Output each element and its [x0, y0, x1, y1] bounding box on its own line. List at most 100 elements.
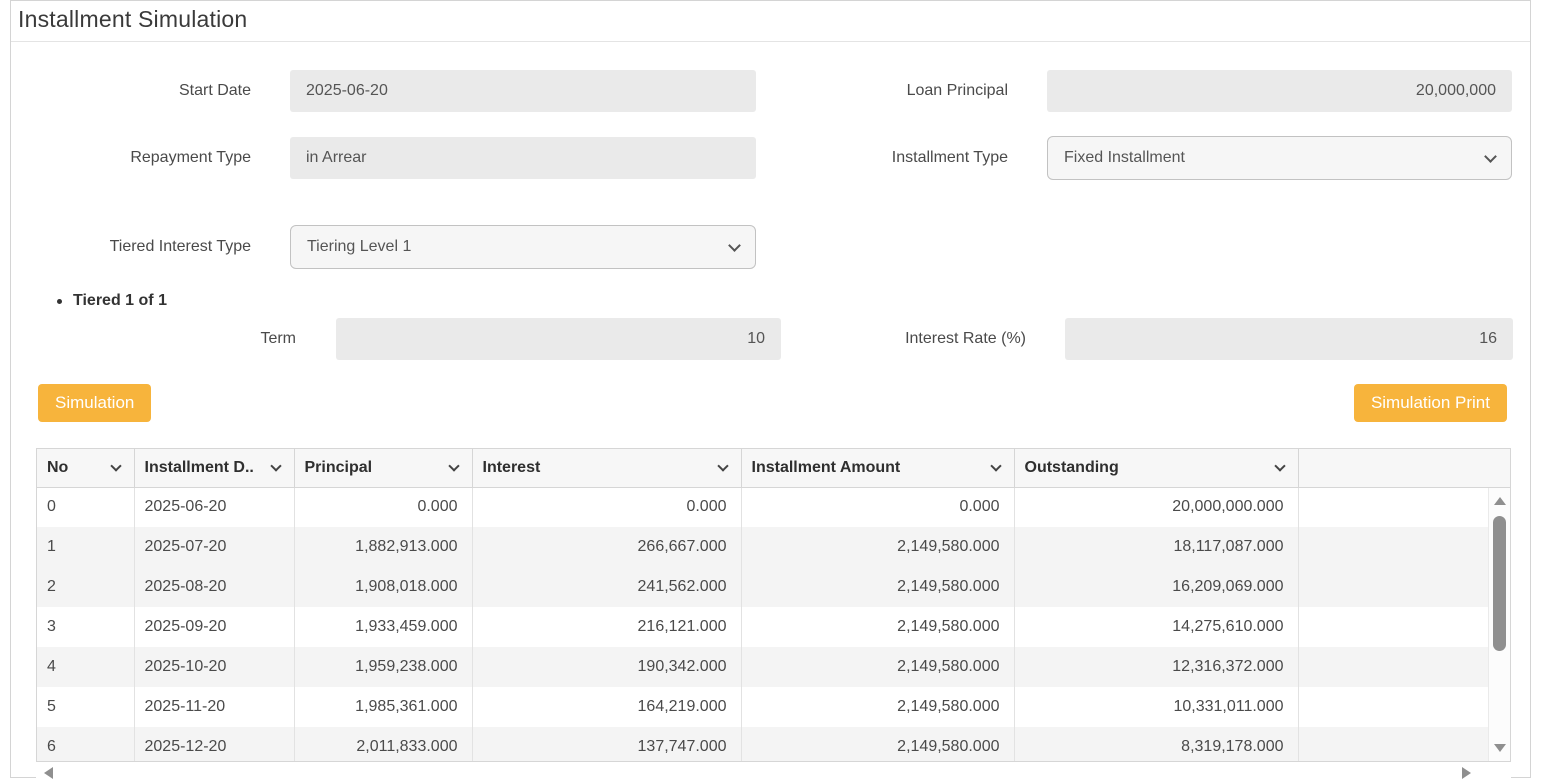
- scroll-right-arrow-icon[interactable]: [1462, 767, 1471, 779]
- cell-outstanding: 12,316,372.000: [1014, 647, 1299, 687]
- cell-installment-amount: 0.000: [741, 487, 1015, 527]
- cell-filler: [1298, 527, 1510, 567]
- installment-simulation-panel: Installment Simulation Start Date Loan P…: [10, 0, 1531, 782]
- start-date-label: Start Date: [178, 82, 251, 99]
- simulation-button[interactable]: Simulation: [38, 384, 152, 422]
- simulation-form: Start Date Loan Principal Repayment Type…: [11, 42, 1530, 360]
- column-header-label: Installment Amount: [751, 458, 901, 476]
- cell-interest: 137,747.000: [472, 727, 742, 761]
- cell-installment-amount: 2,149,580.000: [741, 727, 1015, 761]
- interest-rate-label: Interest Rate (%): [905, 330, 1026, 347]
- cell-no: 1: [37, 527, 135, 567]
- column-header-interest[interactable]: Interest: [472, 449, 742, 488]
- scroll-left-arrow-icon[interactable]: [44, 767, 53, 779]
- tiered-interest-type-label: Tiered Interest Type: [109, 238, 251, 255]
- table-row[interactable]: 1 2025-07-20 1,882,913.000 266,667.000 2,149…: [37, 527, 1510, 567]
- column-header-label: Outstanding: [1024, 458, 1119, 476]
- cell-principal: 2,011,833.000: [294, 727, 473, 761]
- table-row[interactable]: 4 2025-10-20 1,959,238.000 190,342.000 2,149…: [37, 647, 1510, 687]
- bullet-icon: [57, 298, 62, 304]
- cell-installment-d: 2025-10-20: [134, 647, 295, 687]
- interest-rate-input[interactable]: [1065, 318, 1513, 360]
- table-body: 0 2025-06-20 0.000 0.000 0.000 20,000,000.000…: [37, 487, 1510, 761]
- cell-no: 6: [37, 727, 135, 761]
- chevron-down-icon[interactable]: [269, 460, 282, 472]
- cell-installment-d: 2025-09-20: [134, 607, 295, 647]
- simulation-print-button[interactable]: Simulation Print: [1353, 384, 1507, 422]
- cell-outstanding: 18,117,087.000: [1014, 527, 1299, 567]
- table-row[interactable]: 3 2025-09-20 1,933,459.000 216,121.000 2,149…: [37, 607, 1510, 647]
- column-header-label: Installment D..: [144, 458, 254, 476]
- cell-principal: 1,933,459.000: [294, 607, 473, 647]
- column-header-label: Principal: [304, 458, 373, 476]
- vertical-scrollbar[interactable]: [1488, 488, 1510, 761]
- installment-type-label: Installment Type: [891, 149, 1008, 166]
- column-header-installment-d[interactable]: Installment D..: [134, 449, 295, 488]
- cell-interest: 241,562.000: [472, 567, 742, 607]
- form-row-tiered-interest-type: Tiered Interest Type Tiering Level 1: [11, 225, 1530, 269]
- cell-interest: 266,667.000: [472, 527, 742, 567]
- form-row-term: Term Interest Rate (%): [11, 318, 1530, 360]
- cell-installment-d: 2025-08-20: [134, 567, 295, 607]
- chevron-down-icon: [728, 238, 741, 252]
- chevron-down-icon[interactable]: [109, 460, 122, 472]
- table-header-row: No Installment D.. Principal Interest Instal…: [37, 449, 1510, 488]
- table-row[interactable]: 0 2025-06-20 0.000 0.000 0.000 20,000,000.000: [37, 487, 1510, 527]
- cell-principal: 1,959,238.000: [294, 647, 473, 687]
- cell-installment-amount: 2,149,580.000: [741, 647, 1015, 687]
- tiered-interest-type-select[interactable]: Tiering Level 1: [290, 225, 756, 269]
- table-row[interactable]: 2 2025-08-20 1,908,018.000 241,562.000 2,149…: [37, 567, 1510, 607]
- cell-interest: 190,342.000: [472, 647, 742, 687]
- cell-filler: [1298, 647, 1510, 687]
- vertical-scrollbar-thumb[interactable]: [1493, 516, 1506, 651]
- term-input[interactable]: [336, 318, 781, 360]
- page-title: Installment Simulation: [18, 6, 248, 32]
- loan-principal-label: Loan Principal: [906, 82, 1008, 99]
- chevron-down-icon[interactable]: [989, 460, 1002, 472]
- cell-filler: [1298, 687, 1510, 727]
- cell-installment-amount: 2,149,580.000: [741, 567, 1015, 607]
- page-header: Installment Simulation: [11, 1, 1530, 42]
- simulation-table-container: No Installment D.. Principal Interest Instal…: [36, 448, 1511, 762]
- cell-no: 3: [37, 607, 135, 647]
- cell-installment-d: 2025-11-20: [134, 687, 295, 727]
- chevron-down-icon[interactable]: [1273, 460, 1286, 472]
- cell-outstanding: 8,319,178.000: [1014, 727, 1299, 761]
- cell-no: 0: [37, 487, 135, 527]
- cell-installment-d: 2025-06-20: [134, 487, 295, 527]
- tiered-interest-type-selected-value: Tiering Level 1: [307, 238, 412, 255]
- repayment-type-input[interactable]: [290, 137, 756, 179]
- column-header-label: No: [47, 458, 69, 476]
- horizontal-scrollbar[interactable]: [36, 766, 1511, 782]
- start-date-input[interactable]: [290, 70, 756, 112]
- column-header-outstanding[interactable]: Outstanding: [1014, 449, 1299, 488]
- cell-principal: 0.000: [294, 487, 473, 527]
- column-header-no[interactable]: No: [37, 449, 135, 488]
- cell-installment-d: 2025-12-20: [134, 727, 295, 761]
- cell-installment-d: 2025-07-20: [134, 527, 295, 567]
- cell-no: 4: [37, 647, 135, 687]
- form-row-start-date: Start Date Loan Principal: [11, 70, 1530, 112]
- cell-principal: 1,908,018.000: [294, 567, 473, 607]
- installment-type-selected-value: Fixed Installment: [1064, 149, 1185, 166]
- installment-type-select[interactable]: Fixed Installment: [1047, 136, 1512, 180]
- cell-principal: 1,882,913.000: [294, 527, 473, 567]
- column-header-label: Interest: [482, 458, 541, 476]
- cell-interest: 0.000: [472, 487, 742, 527]
- cell-interest: 164,219.000: [472, 687, 742, 727]
- chevron-down-icon[interactable]: [716, 460, 729, 472]
- repayment-type-label: Repayment Type: [130, 149, 251, 166]
- table-row[interactable]: 5 2025-11-20 1,985,361.000 164,219.000 2,149…: [37, 687, 1510, 727]
- cell-filler: [1298, 567, 1510, 607]
- table-row[interactable]: 6 2025-12-20 2,011,833.000 137,747.000 2,149…: [37, 727, 1510, 761]
- installment-schedule-table: No Installment D.. Principal Interest Instal…: [37, 449, 1510, 761]
- chevron-down-icon[interactable]: [447, 460, 460, 472]
- cell-filler: [1298, 727, 1510, 761]
- cell-installment-amount: 2,149,580.000: [741, 527, 1015, 567]
- scroll-up-arrow-icon[interactable]: [1494, 497, 1506, 505]
- scroll-down-arrow-icon[interactable]: [1494, 744, 1506, 752]
- loan-principal-input[interactable]: [1047, 70, 1512, 112]
- column-header-installment-amount[interactable]: Installment Amount: [741, 449, 1015, 488]
- tiered-section-header: Tiered 1 of 1: [57, 292, 1530, 310]
- column-header-principal[interactable]: Principal: [294, 449, 473, 488]
